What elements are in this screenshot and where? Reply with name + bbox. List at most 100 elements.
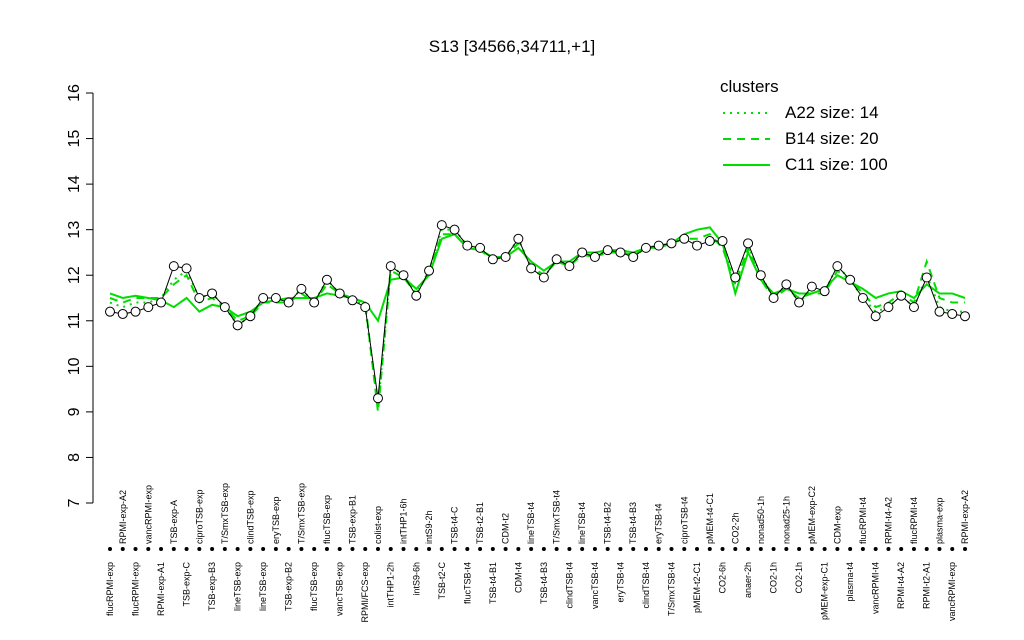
legend-title: clusters bbox=[720, 77, 779, 96]
category-dot bbox=[541, 547, 546, 551]
x-tick-label: flucTSB-t4 bbox=[462, 562, 472, 604]
data-point bbox=[845, 274, 856, 285]
data-point bbox=[704, 236, 715, 247]
x-tick-label: eryTSB-exp bbox=[271, 496, 281, 544]
data-point bbox=[194, 293, 205, 303]
category-dot bbox=[631, 547, 636, 551]
category-dot bbox=[401, 547, 406, 551]
x-tick-label: clindTSB-t4 bbox=[641, 562, 651, 609]
y-tick-label: 12 bbox=[66, 266, 83, 284]
x-tick-label: ciproTSB-t4 bbox=[679, 496, 689, 544]
data-point bbox=[181, 263, 192, 274]
x-tick-label: TSB-t2-B1 bbox=[475, 502, 485, 544]
data-point bbox=[564, 261, 575, 272]
y-tick-label: 15 bbox=[66, 130, 83, 148]
data-point bbox=[755, 270, 766, 281]
category-dot bbox=[146, 547, 151, 551]
data-point bbox=[743, 238, 754, 249]
x-tick-label: plasma-t4 bbox=[845, 562, 855, 602]
x-tick-label: TSB-exp-B1 bbox=[347, 495, 357, 544]
data-point bbox=[449, 224, 460, 235]
y-tick-label: 11 bbox=[66, 312, 83, 329]
y-tick-label: 8 bbox=[66, 453, 83, 462]
data-point bbox=[398, 270, 409, 281]
category-dot bbox=[950, 547, 955, 551]
data-point bbox=[781, 279, 792, 290]
x-tick-label: intTHP1-6h bbox=[399, 498, 409, 544]
x-tick-label: pMEM-t2-C1 bbox=[692, 562, 702, 613]
x-tick-label: TSB-t4-B1 bbox=[488, 562, 498, 604]
category-dot bbox=[567, 547, 572, 551]
y-tick-label: 14 bbox=[66, 175, 83, 193]
x-tick-label: plasma-exp bbox=[934, 497, 944, 544]
x-tick-label: vancRPMI-exp bbox=[947, 562, 957, 621]
cluster-line bbox=[109, 228, 965, 408]
data-point bbox=[117, 308, 128, 319]
category-dot bbox=[120, 547, 125, 551]
legend-label: C11 size: 100 bbox=[785, 155, 888, 174]
category-dot bbox=[478, 547, 483, 551]
category-dot bbox=[771, 547, 776, 551]
data-point bbox=[321, 274, 332, 285]
category-dot bbox=[108, 547, 112, 551]
category-dot bbox=[643, 547, 648, 551]
x-tick-label: lineTSB-exp bbox=[258, 562, 268, 611]
x-tick-label: vancRPMI-t4 bbox=[871, 562, 881, 614]
data-point bbox=[219, 302, 230, 313]
x-tick-label: RPMI-exp-A1 bbox=[156, 562, 166, 616]
category-dot bbox=[273, 547, 278, 551]
data-point bbox=[130, 306, 141, 317]
data-point bbox=[309, 297, 320, 308]
x-tick-label: pMEM-t4-C1 bbox=[705, 493, 715, 544]
x-tick-label: CO2-1h bbox=[769, 562, 779, 594]
y-tick-label: 9 bbox=[66, 407, 83, 416]
data-point bbox=[513, 233, 524, 244]
category-dot bbox=[605, 547, 610, 551]
data-point bbox=[436, 220, 447, 231]
category-dot bbox=[720, 547, 725, 551]
x-tick-label: TSB-t2-C bbox=[437, 562, 447, 600]
data-point bbox=[960, 311, 970, 322]
x-tick-label: lineTSB-exp bbox=[233, 562, 243, 611]
x-tick-label: T/SmxTSB-exp bbox=[296, 483, 306, 544]
category-dot bbox=[963, 547, 967, 551]
x-tick-label: flucRPMI-exp bbox=[105, 562, 115, 616]
category-dot bbox=[911, 547, 916, 551]
category-dot bbox=[746, 547, 751, 551]
category-dot bbox=[695, 547, 700, 551]
x-tick-label: anaer-2h bbox=[743, 562, 753, 598]
category-dot bbox=[197, 547, 202, 551]
x-tick-label: pMEM-exp-C1 bbox=[820, 562, 830, 620]
x-tick-label: flucRPMI-t4 bbox=[909, 497, 919, 544]
data-point bbox=[819, 286, 830, 297]
data-point bbox=[143, 302, 154, 313]
y-tick-label: 16 bbox=[66, 84, 83, 102]
x-tick-label: TSB-exp-A bbox=[169, 500, 179, 544]
category-dot bbox=[503, 547, 508, 551]
data-point bbox=[692, 240, 703, 251]
category-dot bbox=[133, 547, 138, 551]
data-point bbox=[717, 236, 728, 247]
category-dot bbox=[797, 547, 802, 551]
x-tick-label: RPMI-t4-A2 bbox=[896, 562, 906, 609]
data-point bbox=[947, 308, 958, 319]
category-dot bbox=[337, 547, 342, 551]
x-tick-label: lineTSB-t4 bbox=[577, 502, 587, 544]
category-dot bbox=[171, 547, 176, 551]
x-tick-label: CDM-exp bbox=[832, 506, 842, 544]
x-tick-label: clindTSB-t4 bbox=[564, 562, 574, 609]
category-dot bbox=[261, 547, 266, 551]
data-point bbox=[883, 302, 894, 313]
data-point bbox=[360, 302, 371, 313]
x-tick-label: T/SmxTSB-t4 bbox=[666, 562, 676, 616]
data-point bbox=[334, 288, 345, 299]
category-dot bbox=[210, 547, 215, 551]
x-tick-label: RPMI-t4-A2 bbox=[883, 497, 893, 544]
category-dot bbox=[592, 547, 597, 551]
x-tick-label: intS9-6h bbox=[411, 562, 421, 596]
x-tick-label: CDM-t2 bbox=[501, 513, 511, 544]
category-dot bbox=[784, 547, 789, 551]
data-point bbox=[640, 242, 651, 253]
category-dot bbox=[835, 547, 840, 551]
category-dot bbox=[159, 547, 164, 551]
